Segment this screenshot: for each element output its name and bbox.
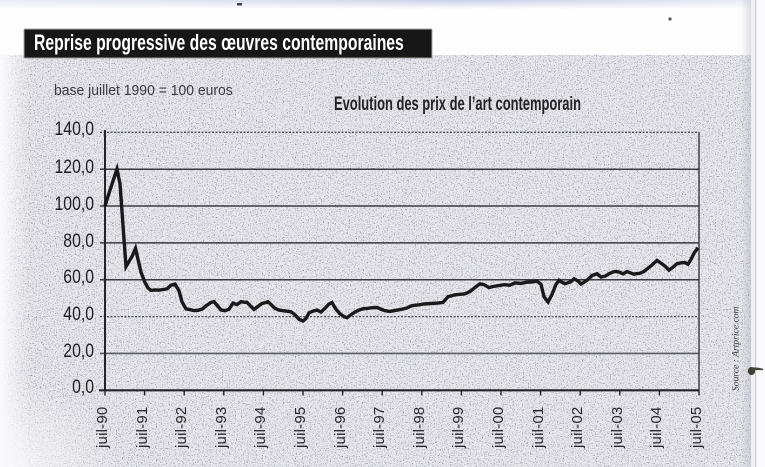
svg-text:Source : Artprice.com: Source : Artprice.com bbox=[731, 306, 742, 391]
